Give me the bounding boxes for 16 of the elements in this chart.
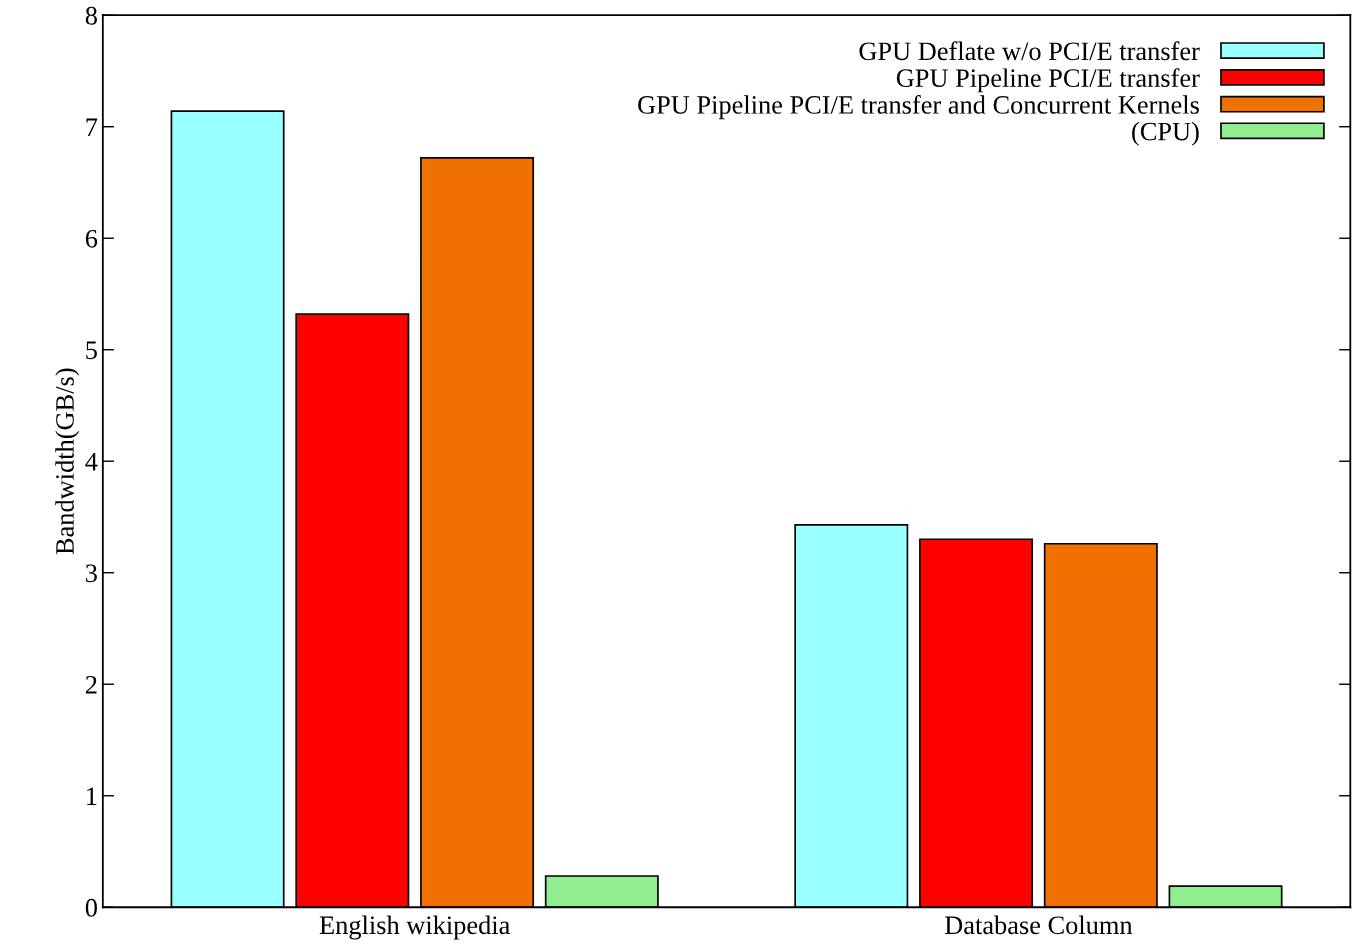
y-tick-label: 0 <box>85 898 97 917</box>
y-tick-label: 4 <box>85 453 98 471</box>
legend-label: (CPU) <box>1132 121 1199 146</box>
y-tick-label: 8 <box>85 6 97 25</box>
y-tick-label: 3 <box>86 564 97 583</box>
legend-label: GPU Pipeline PCI/E transfer and Concurrent Kernels <box>638 95 1199 120</box>
legend-label: GPU Pipeline PCI/E transfer <box>896 68 1200 93</box>
x-tick-label: English wikipedia <box>319 915 510 940</box>
y-tick-label: 2 <box>85 675 97 694</box>
y-tick-label: 6 <box>85 229 98 248</box>
y-tick-label: 7 <box>86 118 98 136</box>
x-tick-label: Database Column <box>945 915 1133 935</box>
legend-label: GPU Deflate w/o PCI/E transfer <box>859 41 1200 61</box>
y-tick-label: 5 <box>86 341 97 360</box>
y-tick-label: 1 <box>87 787 97 805</box>
y-axis-title: Bandwidth(GB/s) <box>55 368 80 555</box>
